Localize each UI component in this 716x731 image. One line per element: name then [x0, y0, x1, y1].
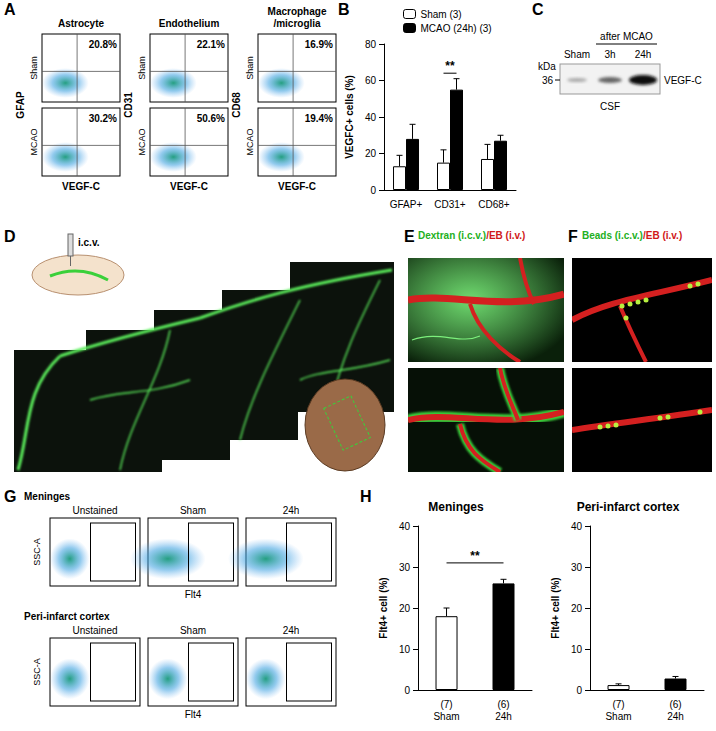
svg-text:Flt4: Flt4: [185, 709, 202, 720]
svg-text:CD31: CD31: [123, 92, 134, 118]
svg-text:Astrocyte: Astrocyte: [58, 18, 105, 29]
svg-text:(6): (6): [669, 699, 681, 710]
svg-text:22.1%: 22.1%: [197, 39, 225, 50]
svg-text:30: 30: [571, 562, 583, 573]
svg-text:Unstained: Unstained: [72, 505, 117, 516]
svg-text:Sham: Sham: [180, 625, 206, 636]
svg-text:Peri-infarct cortex: Peri-infarct cortex: [24, 611, 110, 622]
svg-text:VEGF-C: VEGF-C: [170, 181, 208, 192]
svg-text:**: **: [470, 549, 480, 563]
svg-text:40: 40: [399, 521, 411, 532]
svg-text:20: 20: [571, 603, 583, 614]
svg-text:20: 20: [365, 148, 377, 159]
svg-text:(6): (6): [497, 699, 509, 710]
svg-text:MCAO: MCAO: [245, 129, 255, 156]
svg-text:30: 30: [399, 562, 411, 573]
svg-text:A: A: [4, 1, 16, 18]
svg-text:30.2%: 30.2%: [89, 113, 117, 124]
svg-text:3h: 3h: [604, 49, 615, 60]
svg-text:H: H: [360, 488, 372, 505]
svg-text:D: D: [4, 228, 16, 245]
svg-text:SSC-A: SSC-A: [32, 658, 42, 686]
svg-text:Sham: Sham: [137, 56, 147, 80]
svg-text:10: 10: [399, 644, 411, 655]
svg-text:36: 36: [542, 75, 554, 86]
svg-text:Flt4+ cell (%): Flt4+ cell (%): [550, 577, 561, 638]
html-text:Dextran (i.c.v.) /EB (i.v.): Dextran (i.c.v.) /EB (i.v.): [418, 230, 526, 241]
svg-text:B: B: [338, 1, 350, 18]
svg-text:0: 0: [576, 685, 582, 696]
svg-text:24h: 24h: [667, 711, 684, 722]
svg-text:40: 40: [571, 521, 583, 532]
svg-text:CD68: CD68: [231, 92, 242, 118]
svg-text:F: F: [568, 228, 578, 245]
svg-text:MCAO: MCAO: [29, 129, 39, 156]
svg-text:(7): (7): [440, 699, 452, 710]
svg-text:C: C: [532, 1, 544, 18]
svg-text:0: 0: [370, 185, 376, 196]
svg-text:G: G: [4, 488, 16, 505]
svg-text:24h: 24h: [283, 505, 300, 516]
svg-text:Flt4: Flt4: [185, 589, 202, 600]
svg-text:Unstained: Unstained: [72, 625, 117, 636]
svg-text:Macrophage: Macrophage: [268, 6, 327, 17]
svg-text:20.8%: 20.8%: [89, 39, 117, 50]
svg-text:CD31+: CD31+: [434, 199, 466, 210]
svg-text:24h: 24h: [495, 711, 512, 722]
svg-text:Sham (3): Sham (3): [421, 9, 462, 20]
svg-text:MCAO: MCAO: [137, 129, 147, 156]
svg-text:24h: 24h: [635, 49, 652, 60]
svg-text:CSF: CSF: [600, 101, 620, 112]
svg-text:/microglia: /microglia: [273, 18, 321, 29]
svg-text:VEGFC+ cells (%): VEGFC+ cells (%): [344, 75, 355, 159]
svg-text:10: 10: [571, 644, 583, 655]
svg-text:after MCAO: after MCAO: [600, 31, 653, 42]
svg-text:Sham: Sham: [433, 711, 459, 722]
svg-text:Sham: Sham: [605, 711, 631, 722]
svg-text:VEGF-C: VEGF-C: [278, 181, 316, 192]
svg-text:GFAP+: GFAP+: [390, 199, 423, 210]
svg-text:40: 40: [365, 112, 377, 123]
svg-text:Sham: Sham: [564, 49, 590, 60]
svg-text:SSC-A: SSC-A: [32, 538, 42, 566]
svg-text:MCAO (24h) (3): MCAO (24h) (3): [421, 23, 492, 34]
svg-text:Endothelium: Endothelium: [159, 18, 220, 29]
svg-text:24h: 24h: [283, 625, 300, 636]
svg-text:50.6%: 50.6%: [197, 113, 225, 124]
svg-text:VEGF-C: VEGF-C: [62, 181, 100, 192]
svg-text:(7): (7): [612, 699, 624, 710]
svg-text:60: 60: [365, 75, 377, 86]
svg-text:Meninges: Meninges: [24, 491, 71, 502]
svg-text:19.4%: 19.4%: [305, 113, 333, 124]
svg-text:**: **: [445, 59, 455, 73]
svg-text:CD68+: CD68+: [478, 199, 510, 210]
svg-text:0: 0: [404, 685, 410, 696]
html-text:Beads (i.c.v.) /EB (i.v.): Beads (i.c.v.) /EB (i.v.): [582, 230, 683, 241]
svg-text:Peri-infarct cortex: Peri-infarct cortex: [577, 500, 680, 514]
svg-text:16.9%: 16.9%: [305, 39, 333, 50]
svg-text:20: 20: [399, 603, 411, 614]
svg-text:80: 80: [365, 39, 377, 50]
svg-text:VEGF-C: VEGF-C: [664, 75, 702, 86]
svg-text:i.c.v.: i.c.v.: [78, 237, 100, 248]
svg-text:Sham: Sham: [29, 56, 39, 80]
svg-text:kDa: kDa: [538, 61, 556, 72]
svg-text:GFAP: GFAP: [15, 91, 26, 119]
svg-text:Sham: Sham: [245, 56, 255, 80]
svg-text:E: E: [404, 228, 415, 245]
svg-text:Flt4+ cell (%): Flt4+ cell (%): [378, 577, 389, 638]
svg-text:Sham: Sham: [180, 505, 206, 516]
svg-text:Meninges: Meninges: [428, 500, 484, 514]
